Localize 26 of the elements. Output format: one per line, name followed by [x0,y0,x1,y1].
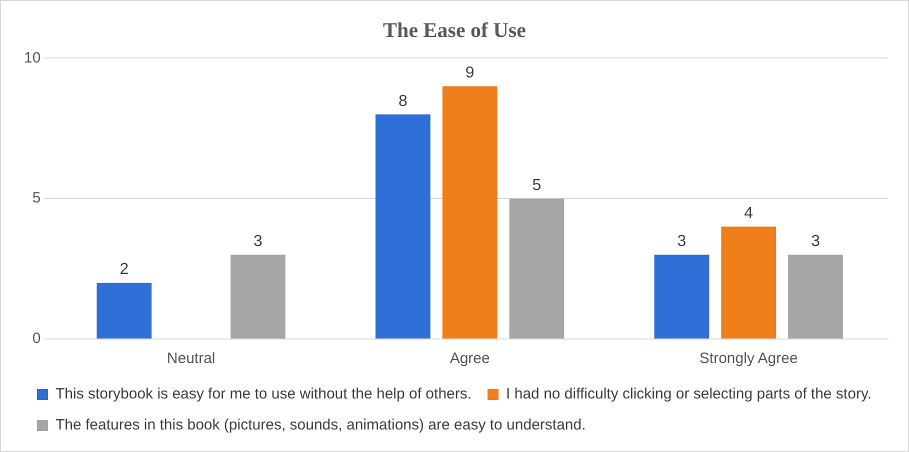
y-tick-label: 10 [24,49,41,66]
legend-label: The features in this book (pictures, sounds, animations) are easy to understand. [56,416,586,434]
data-label: 2 [120,261,129,278]
x-tick-label: Strongly Agree [699,350,798,368]
bar [376,114,430,338]
bar [442,86,498,338]
y-tick-label: 5 [32,190,41,207]
data-label: 3 [254,233,263,250]
bar [788,254,843,338]
data-label: 4 [744,205,754,222]
chart-title: The Ease of Use [383,18,526,42]
data-label: 9 [465,64,474,82]
bar [96,282,152,338]
bar [721,226,776,338]
bar [654,254,710,338]
y-tick-label: 0 [32,330,41,348]
bar [230,254,286,338]
data-label: 5 [532,177,542,194]
x-tick-label: Neutral [166,350,216,368]
x-tick-label: Agree [450,350,490,368]
bar [509,198,564,338]
data-label: 3 [677,233,686,250]
data-label: 8 [398,92,408,110]
legend-label: I had no difficulty clicking or selecting parts of the story. [506,386,872,403]
legend-label: This storybook is easy for me to use without the help of others. [56,386,472,403]
data-label: 3 [811,233,820,250]
